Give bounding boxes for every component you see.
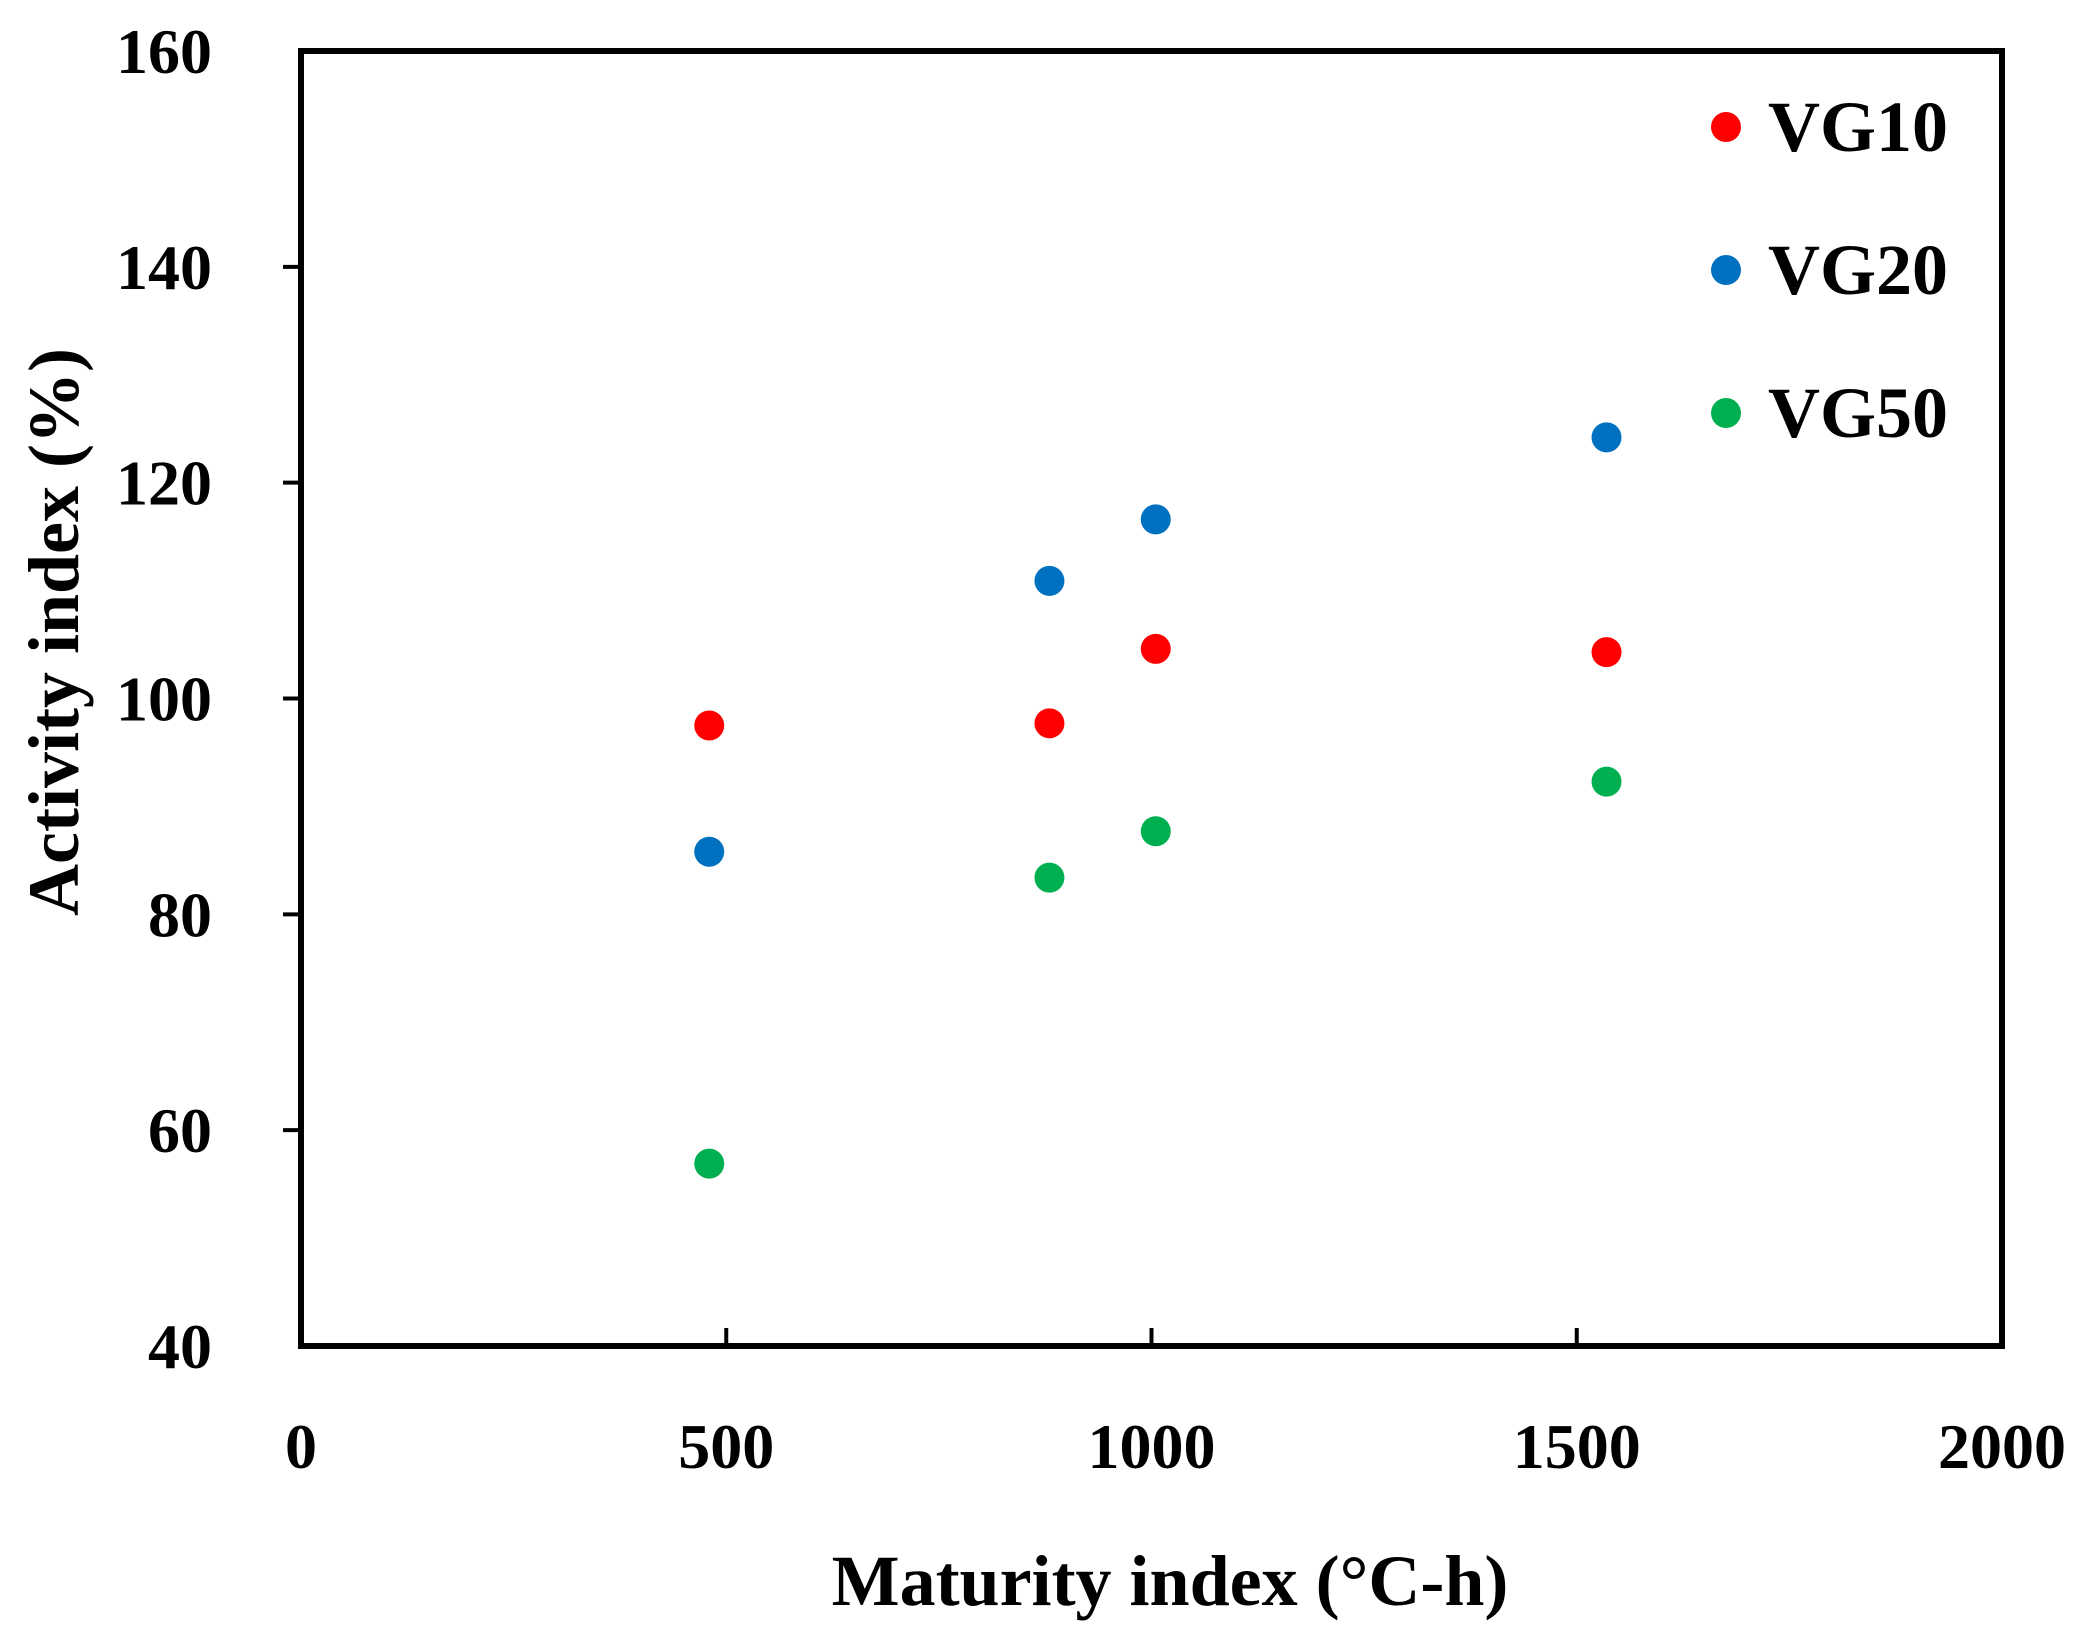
y-tick-label: 80 xyxy=(148,879,212,950)
y-tick-label: 40 xyxy=(148,1311,212,1382)
legend-marker-vg20 xyxy=(1711,255,1741,285)
data-point-vg20 xyxy=(1591,422,1622,453)
data-point-vg10 xyxy=(694,710,725,741)
legend: VG10 VG20 VG50 xyxy=(1711,87,1948,453)
data-point-vg20 xyxy=(1140,504,1171,535)
x-tick-label: 1000 xyxy=(1088,1411,1216,1482)
data-point-vg10 xyxy=(1591,637,1622,668)
tick-labels: 0 500 1000 1500 2000 40 60 80 100 120 140 160 xyxy=(116,16,2066,1482)
data-point-vg20 xyxy=(694,836,725,867)
y-tick-label: 140 xyxy=(116,232,212,303)
plot-frame xyxy=(298,48,2005,1349)
y-axis-title: Activity index (%) xyxy=(14,348,94,916)
legend-label-vg50: VG50 xyxy=(1768,373,1948,453)
data-point-vg10 xyxy=(1140,633,1171,664)
data-point-vg50 xyxy=(694,1148,725,1179)
y-tick-label: 160 xyxy=(116,16,212,87)
x-tick-label: 0 xyxy=(285,1411,317,1482)
legend-label-vg10: VG10 xyxy=(1768,87,1948,167)
legend-marker-vg10 xyxy=(1711,112,1741,142)
data-point-vg50 xyxy=(1034,862,1065,893)
x-axis-title: Maturity index (°C-h) xyxy=(832,1541,1509,1621)
y-tick-label: 60 xyxy=(148,1095,212,1166)
data-point-vg20 xyxy=(1034,565,1065,596)
x-tick-label: 2000 xyxy=(1938,1411,2066,1482)
legend-marker-vg50 xyxy=(1711,398,1741,428)
y-tick-label: 120 xyxy=(116,448,212,519)
legend-label-vg20: VG20 xyxy=(1768,230,1948,310)
data-points xyxy=(694,422,1622,1179)
data-point-vg50 xyxy=(1591,766,1622,797)
data-point-vg50 xyxy=(1140,816,1171,847)
axis-ticks xyxy=(283,264,1579,1346)
x-tick-label: 1500 xyxy=(1513,1411,1641,1482)
x-tick-label: 500 xyxy=(678,1411,774,1482)
data-point-vg10 xyxy=(1034,708,1065,739)
y-tick-label: 100 xyxy=(116,664,212,735)
